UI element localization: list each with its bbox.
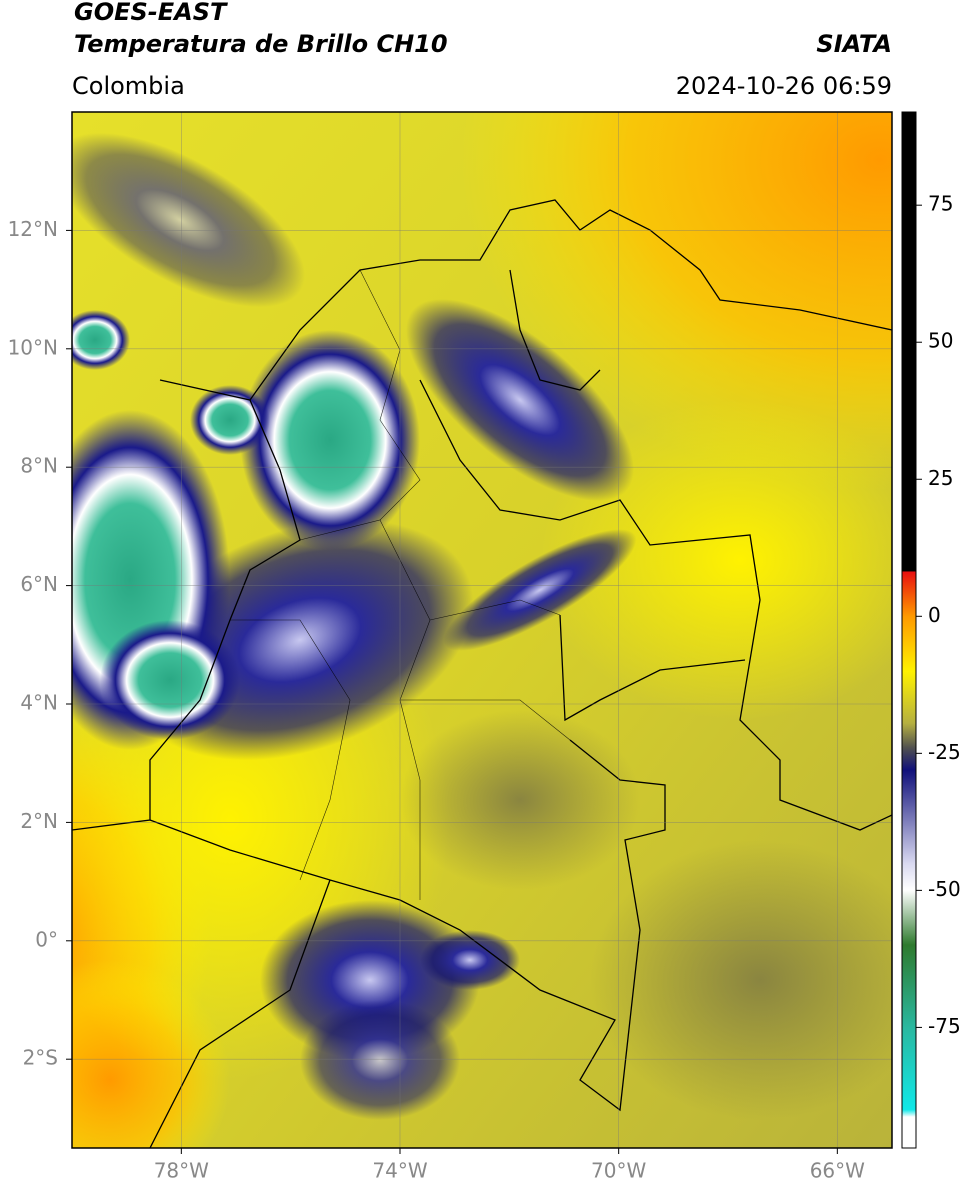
title: GOES-EAST (74, 0, 228, 26)
y-tick-label: 6°N (20, 572, 58, 596)
colorbar-tick-label: -50 (928, 877, 961, 901)
y-tick-label: 2°N (20, 809, 58, 833)
timestamp: 2024-10-26 06:59 (676, 72, 892, 100)
y-tick-label: 0° (35, 927, 58, 951)
source: SIATA (816, 30, 892, 58)
convective-cloud (190, 385, 270, 455)
colorbar-tick-label: 0 (928, 603, 941, 627)
border (559, 614, 746, 722)
colorbar-tick-label: 75 (928, 192, 953, 216)
border (419, 379, 892, 831)
map-frame (71, 111, 893, 1149)
cloud (443, 529, 637, 651)
region: Colombia (72, 72, 185, 100)
convective-cloud (240, 330, 420, 550)
cool-area (400, 710, 640, 890)
coastline (509, 269, 601, 391)
convective-cloud (100, 620, 240, 740)
x-tick-label: 78°W (154, 1159, 209, 1183)
axis-labels: 78°W 74°W 70°W 66°W 12°N 10°N 8°N 6°N 4°N 2°N 0° 2°… (8, 192, 961, 1183)
warm-area (460, 112, 892, 490)
y-tick-label: 12°N (8, 217, 58, 241)
cloud (420, 930, 520, 990)
colorbar (901, 111, 917, 1149)
colorbar-tick-label: -75 (928, 1014, 961, 1038)
subtitle: Temperatura de Brillo CH10 (74, 30, 448, 58)
border (149, 879, 331, 1148)
borders (72, 199, 892, 1148)
cool-area (590, 840, 892, 1120)
x-tick-label: 66°W (810, 1159, 865, 1183)
y-tick-label: 10°N (8, 335, 58, 359)
convective-cloud (72, 310, 130, 370)
cloud (406, 298, 634, 502)
graticule (72, 112, 892, 1148)
border (149, 739, 666, 1112)
departments (230, 269, 571, 900)
y-tick-label: 4°N (20, 691, 58, 715)
colorbar-tick-label: 25 (928, 466, 953, 490)
y-tick-label: 2°S (23, 1046, 58, 1070)
colorbar-tick-label: -25 (928, 740, 961, 764)
cloud (300, 1000, 460, 1120)
coastline (159, 199, 892, 401)
x-tick-label: 74°W (372, 1159, 427, 1183)
cloud (72, 132, 305, 308)
colorbar-tick-label: 50 (928, 329, 953, 353)
y-tick-label: 8°N (20, 454, 58, 478)
x-tick-label: 70°W (591, 1159, 646, 1183)
